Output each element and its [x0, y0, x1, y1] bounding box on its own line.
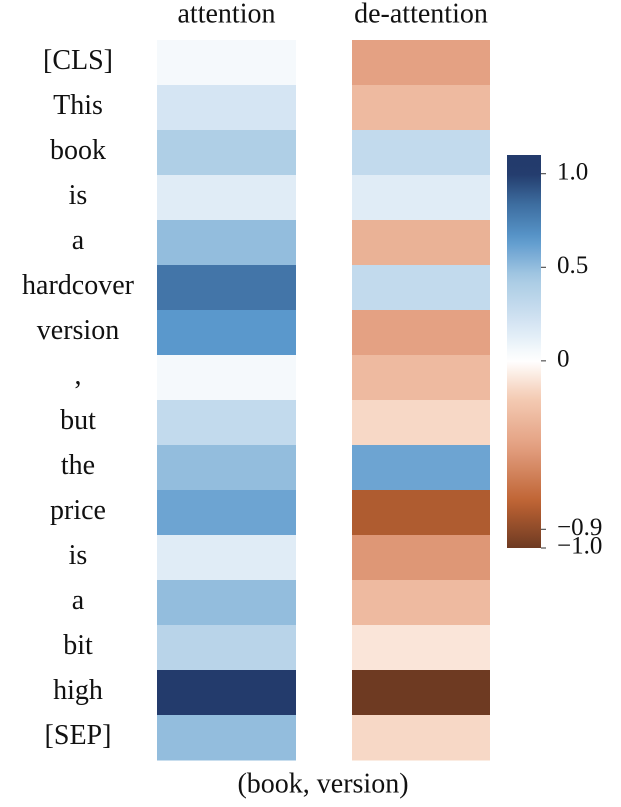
row-label: a	[72, 225, 85, 256]
heatmap-cell	[157, 265, 296, 311]
colorbar-tick-label: −1.0	[557, 533, 602, 560]
heatmap-cell	[352, 490, 490, 536]
heatmap-cell	[352, 625, 490, 671]
row-label: is	[69, 540, 88, 571]
heatmap-cell	[352, 400, 490, 446]
heatmap-cell	[157, 220, 296, 266]
row-label: ,	[75, 360, 82, 391]
heatmap-cell	[157, 130, 296, 176]
heatmap-cell	[157, 580, 296, 626]
colorbar-tick-label: −0.9	[557, 514, 602, 541]
heatmap-cell	[352, 445, 490, 491]
row-label: the	[61, 450, 95, 481]
column-label: attention	[178, 0, 276, 29]
heatmap-cell	[157, 490, 296, 536]
heatmap-cell	[157, 715, 296, 761]
colorbar	[507, 155, 541, 548]
heatmap-cell	[352, 670, 490, 716]
colorbar-tick-label: 1.0	[557, 158, 588, 185]
heatmap-cell	[157, 670, 296, 716]
row-label: high	[53, 675, 103, 706]
row-label: This	[53, 90, 103, 121]
row-label: [CLS]	[43, 45, 113, 76]
heatmap-cell	[352, 85, 490, 131]
colorbar-tick-label: 0.5	[557, 252, 588, 279]
heatmap-cell	[352, 535, 490, 581]
heatmap-cell	[157, 445, 296, 491]
row-label: version	[37, 315, 119, 346]
row-label: hardcover	[22, 270, 135, 301]
row-label: is	[69, 180, 88, 211]
heatmap-cell	[352, 40, 490, 86]
heatmap-cell	[352, 220, 490, 266]
heatmap-cell	[352, 355, 490, 401]
heatmap-cell	[157, 535, 296, 581]
row-label: bit	[63, 630, 93, 661]
colorbar-tick-label: 0	[557, 346, 570, 373]
row-label: price	[50, 495, 106, 526]
heatmap-cell	[352, 310, 490, 356]
heatmap-cell	[352, 580, 490, 626]
heatmap-cell	[157, 625, 296, 671]
heatmap-cell	[352, 130, 490, 176]
heatmap-cell	[157, 355, 296, 401]
x-axis-label: (book, version)	[237, 768, 408, 799]
column-label: de-attention	[354, 0, 488, 29]
row-label: but	[60, 405, 96, 436]
row-label: [SEP]	[45, 720, 112, 751]
heatmap-cell	[352, 265, 490, 311]
heatmap-cell	[157, 40, 296, 86]
heatmap-cell	[352, 715, 490, 761]
row-label: book	[50, 135, 106, 166]
heatmap-cell	[157, 175, 296, 221]
heatmap-cell	[157, 310, 296, 356]
row-label: a	[72, 585, 85, 616]
heatmap-cell	[157, 85, 296, 131]
heatmap-cell	[157, 400, 296, 446]
heatmap-cell	[352, 175, 490, 221]
